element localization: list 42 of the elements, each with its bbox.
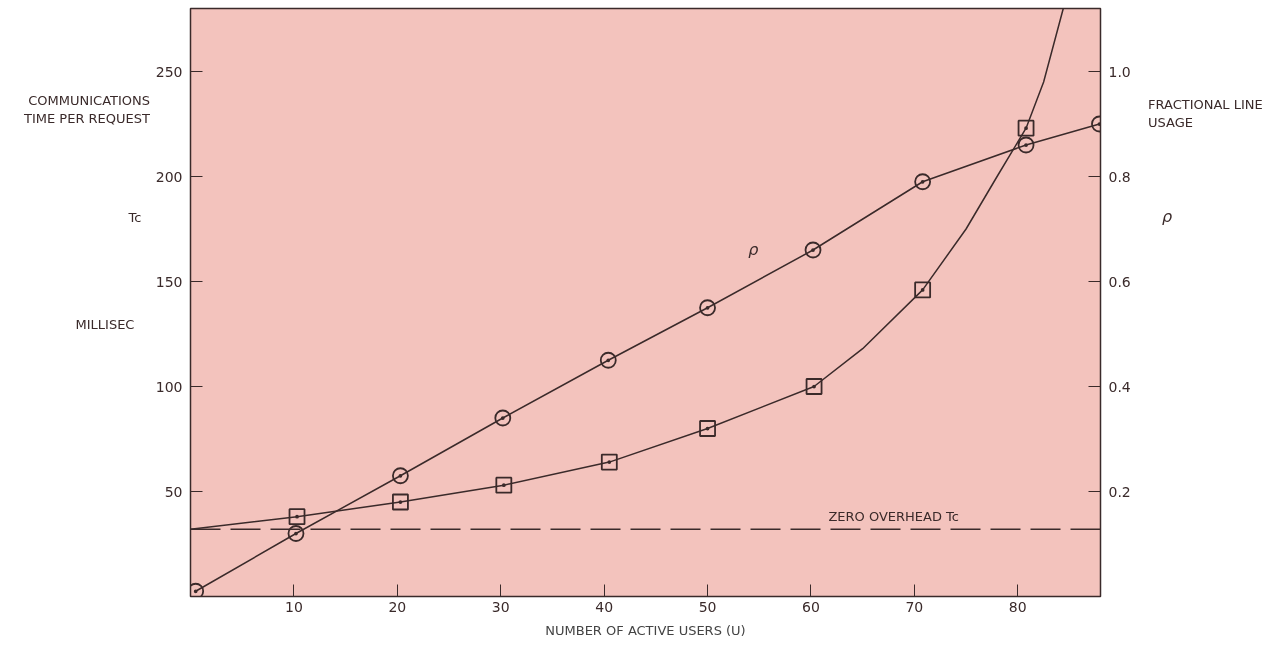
- y2-axis-title: FRACTIONAL LINE USAGE: [1148, 96, 1264, 132]
- y2-tick-label: 0.8: [1108, 168, 1131, 185]
- y-tick-label: 250: [155, 63, 183, 80]
- x-tick-label: 40: [595, 598, 614, 615]
- point: [805, 378, 823, 395]
- point: [392, 467, 409, 485]
- x-axis-title: NUMBER OF ACTIVE USERS (U): [545, 622, 746, 638]
- point: [914, 173, 932, 191]
- text: Tc: [127, 209, 143, 227]
- point: [288, 508, 306, 526]
- y-tick-label: 100: [155, 378, 183, 395]
- y-axis-title: COMMUNICATIONS TIME PER REQUEST: [23, 92, 150, 128]
- x-tick-label: 50: [698, 598, 717, 615]
- point: [599, 351, 617, 369]
- point: [287, 525, 305, 542]
- point: [495, 476, 513, 494]
- y2-tick-label: 0.4: [1108, 378, 1131, 395]
- annotation: ZERO OVERHEAD Tc: [828, 509, 959, 525]
- y2-tick-label: 1.0: [1108, 63, 1131, 80]
- point: [914, 281, 932, 299]
- point: [804, 241, 822, 259]
- x-tick-label: 70: [905, 598, 924, 615]
- point: [699, 420, 716, 437]
- text: ρ: [1160, 207, 1174, 226]
- x-tick-label: 60: [802, 598, 820, 615]
- y2-tick-label: 0.6: [1108, 273, 1131, 290]
- point: [1017, 119, 1035, 137]
- point: [392, 493, 409, 511]
- x-tick-label: 10: [285, 598, 303, 615]
- x-tick-label: 30: [491, 598, 510, 615]
- y-tick-label: 150: [155, 273, 183, 290]
- point: [600, 453, 618, 471]
- y2-tick-label: 0.2: [1108, 483, 1131, 500]
- x-tick-label: 20: [388, 598, 407, 615]
- y-tick-label: 50: [164, 483, 183, 500]
- y-tick-label: 200: [155, 168, 183, 185]
- point: [699, 299, 716, 317]
- series-label: ρ: [748, 239, 759, 259]
- x-tick-label: 80: [1008, 598, 1027, 615]
- point: [1017, 136, 1035, 154]
- point: [494, 409, 512, 427]
- text: MILLISEC: [74, 316, 136, 334]
